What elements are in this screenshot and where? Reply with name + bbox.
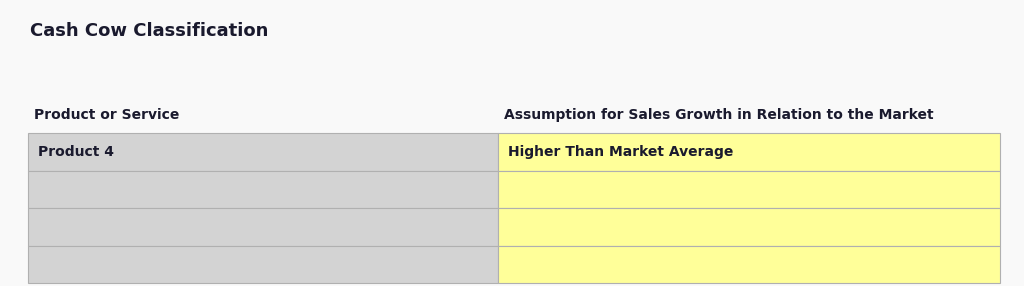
Text: Product or Service: Product or Service xyxy=(34,108,179,122)
Bar xyxy=(499,170,1000,208)
Text: Product 4: Product 4 xyxy=(38,145,114,159)
Bar xyxy=(28,133,499,170)
Text: Higher Than Market Average: Higher Than Market Average xyxy=(509,145,734,159)
Bar xyxy=(499,245,1000,283)
Bar xyxy=(28,208,499,245)
Text: Assumption for Sales Growth in Relation to the Market: Assumption for Sales Growth in Relation … xyxy=(505,108,934,122)
Bar xyxy=(28,170,499,208)
Bar xyxy=(499,208,1000,245)
Text: Cash Cow Classification: Cash Cow Classification xyxy=(30,22,268,40)
Bar xyxy=(499,133,1000,170)
Bar xyxy=(28,245,499,283)
